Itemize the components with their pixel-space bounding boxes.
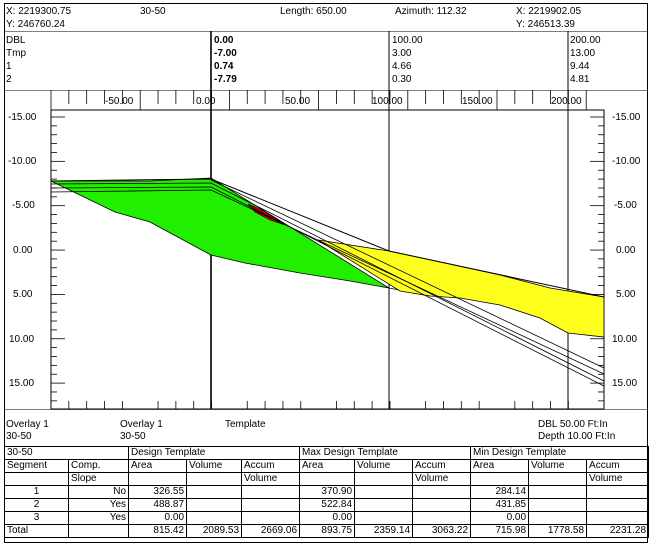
template-line-2 (50, 186, 605, 387)
header-comp: Comp. (67, 459, 130, 473)
elev-tick-label-left: 5.00 (13, 289, 33, 300)
readout-0-dbl: 0.00 (214, 35, 234, 46)
overlay-label: Overlay 1 (6, 419, 49, 430)
elev-tick-label-left: 15.00 (9, 378, 35, 389)
axis-ticks (50, 90, 604, 409)
elev-tick-label-left: -5.00 (12, 200, 35, 211)
template-label: Template (225, 419, 266, 430)
header-accum-volume: Volume (412, 472, 472, 486)
elev-tick-label-left: -10.00 (8, 156, 37, 167)
header-volume: Volume (528, 459, 588, 473)
start-y-coordinate: Y: 246760.24 (6, 19, 65, 30)
readout-2-1: 9.44 (570, 61, 590, 72)
readout-0-1: 0.74 (214, 61, 234, 72)
header-accum-volume: Volume (586, 472, 650, 486)
readout-0-tmp: -7.00 (214, 48, 237, 59)
header-volume: Volume (186, 459, 243, 473)
readout-1-tmp: 3.00 (392, 48, 412, 59)
overlay-value: 30-50 (6, 431, 32, 442)
header-area: Area (470, 459, 530, 473)
section-name: 30-50 (140, 6, 166, 17)
readout-2-tmp: 13.00 (570, 48, 596, 59)
offset-tick-label: 200.00 (551, 96, 582, 107)
section-cell: 30-50 (3, 446, 130, 460)
header-accum: Accum (241, 459, 301, 473)
fill-region (317, 239, 605, 338)
group-header-design: Design Template (128, 446, 301, 460)
readout-0-2: -7.79 (214, 74, 237, 85)
elev-tick-label-right: 15.00 (612, 378, 638, 389)
header-volume: Volume (354, 459, 414, 473)
overlay-value-2: 30-50 (120, 431, 146, 442)
header-area: Area (299, 459, 356, 473)
table-total-row: Total 815.42 2089.53 2669.06 893.75 2359… (4, 524, 650, 538)
group-header-max: Max Design Template (299, 446, 472, 460)
table-row: 2 Yes 488.87 522.84 431.85 (4, 498, 650, 512)
elev-tick-label-right: -15.00 (612, 112, 641, 123)
elev-tick-label-right: -5.00 (614, 200, 637, 211)
elev-tick-label-left: 0.00 (13, 245, 33, 256)
existing-ground-line (50, 178, 605, 298)
table-header-row-2: Slope Volume Volume Volume (4, 472, 650, 486)
header-slope: Slope (67, 472, 130, 486)
header-area: Area (128, 459, 188, 473)
readout-1-dbl: 100.00 (392, 35, 423, 46)
template-line-3 (50, 189, 605, 375)
cross-section-panel (4, 3, 648, 543)
section-azimuth: Azimuth: 112.32 (395, 6, 467, 17)
table-row: 3 Yes 0.00 0.00 0.00 (4, 511, 650, 525)
row-label-2: 2 (6, 74, 12, 85)
dbl-scale: DBL 50.00 Ft:In (538, 419, 608, 430)
volume-table: 30-50 Design Template Max Design Templat… (3, 446, 650, 538)
section-length: Length: 650.00 (280, 6, 347, 17)
template-line-1 (50, 182, 605, 382)
group-header-min: Min Design Template (470, 446, 650, 460)
header-accum: Accum (412, 459, 472, 473)
elev-tick-label-left: 10.00 (9, 334, 35, 345)
cut-region (50, 177, 431, 297)
elev-tick-label-right: 5.00 (616, 289, 636, 300)
table-header-row: Segment Comp. Area Volume Accum Area Vol… (4, 459, 650, 473)
elev-tick-label-right: -10.00 (612, 156, 641, 167)
start-x-coordinate: X: 2219300.75 (6, 6, 72, 17)
table-row: 1 No 326.55 370.90 284.14 (4, 485, 650, 499)
elev-tick-label-right: 10.00 (612, 334, 638, 345)
offset-tick-label: 50.00 (285, 96, 311, 107)
row-label-dbl: DBL (6, 35, 26, 46)
elev-tick-label-right: 0.00 (616, 245, 636, 256)
table-group-header-row: 30-50 Design Template Max Design Templat… (3, 446, 650, 460)
offset-tick-label: 150.00 (462, 96, 493, 107)
elev-tick-label-left: -15.00 (8, 112, 37, 123)
offset-tick-label: -50.00 (105, 96, 134, 107)
header-segment: Segment (4, 459, 69, 473)
readout-2-2: 4.81 (570, 74, 590, 85)
row-label-tmp: Tmp (6, 48, 26, 59)
readout-1-1: 4.66 (392, 61, 412, 72)
header-accum-volume: Volume (241, 472, 301, 486)
readout-2-dbl: 200.00 (570, 35, 601, 46)
header-accum: Accum (586, 459, 650, 473)
end-x-coordinate: X: 2219902.05 (516, 6, 582, 17)
template-line-4 (210, 179, 605, 369)
overlay-label-2: Overlay 1 (120, 419, 163, 430)
depth-scale: Depth 10.00 Ft:In (538, 431, 616, 442)
readout-1-2: 0.30 (392, 74, 412, 85)
offset-tick-label: 100.00 (372, 96, 403, 107)
offset-tick-label: 0.00 (196, 96, 216, 107)
end-y-coordinate: Y: 246513.39 (516, 19, 575, 30)
plot-border (50, 109, 605, 410)
row-label-1: 1 (6, 61, 12, 72)
